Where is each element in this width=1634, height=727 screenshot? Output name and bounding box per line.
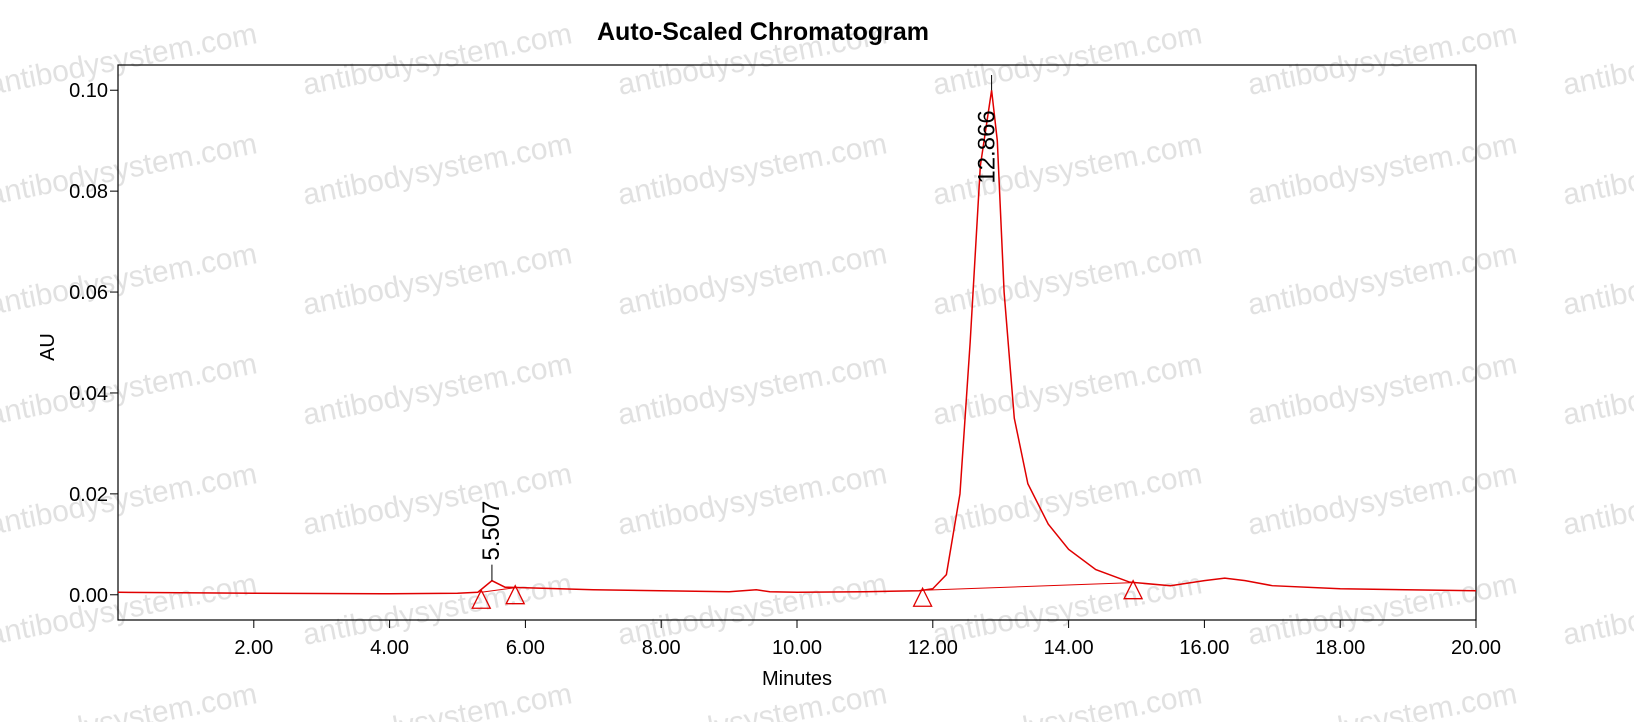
x-tick-label: 6.00 [506,637,545,659]
chart-title: Auto-Scaled Chromatogram [597,18,929,46]
baseline-marker [1123,579,1144,600]
baseline-marker [912,586,933,607]
integration-baseline [922,582,1134,591]
x-axis-label: Minutes [762,668,832,690]
x-tick-label: 4.00 [370,637,409,659]
y-tick-label: 0.04 [69,383,108,405]
y-axis-label: AU [37,333,59,361]
x-tick-label: 12.00 [908,637,958,659]
baseline-marker [471,588,492,609]
y-tick-label: 0.02 [69,484,108,506]
x-tick-label: 14.00 [1044,637,1094,659]
y-tick-label: 0.08 [69,181,108,203]
x-tick-label: 2.00 [234,637,273,659]
integration-baseline [481,587,516,593]
x-tick-label: 20.00 [1451,637,1501,659]
y-tick-label: 0.00 [69,585,108,607]
x-tick-label: 10.00 [772,637,822,659]
x-tick-label: 16.00 [1179,637,1229,659]
peak-label: 12.866 [974,110,1001,183]
x-tick-label: 8.00 [642,637,681,659]
x-tick-label: 18.00 [1315,637,1365,659]
trace-line [117,90,1477,595]
y-tick-label: 0.06 [69,282,108,304]
peak-label: 5.507 [478,501,505,561]
y-tick-label: 0.10 [69,80,108,102]
baseline-marker [505,584,526,605]
